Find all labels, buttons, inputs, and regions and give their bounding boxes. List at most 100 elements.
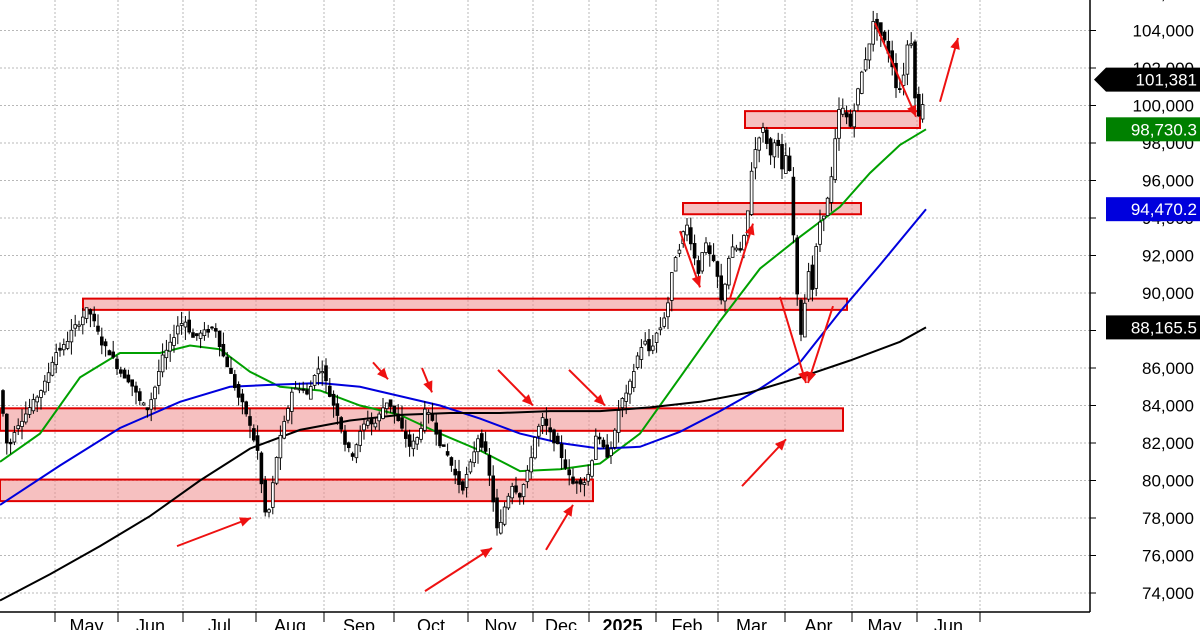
month-label: Feb bbox=[671, 616, 702, 630]
candle-up bbox=[69, 329, 74, 343]
candle-down bbox=[213, 328, 218, 332]
candle-down bbox=[369, 418, 374, 425]
candle-down bbox=[305, 389, 309, 395]
candle-up bbox=[12, 432, 17, 443]
price-tags: 101,381 98,730.3 94,470.2 88,165.5 bbox=[1094, 67, 1200, 340]
candle-down bbox=[259, 452, 264, 485]
candle-up bbox=[803, 302, 807, 338]
annotation-arrow-shaft bbox=[779, 296, 807, 384]
candle-up bbox=[784, 155, 788, 174]
candle-down bbox=[107, 350, 112, 356]
candle-down bbox=[339, 417, 343, 430]
candle-down bbox=[495, 497, 499, 529]
candle-up bbox=[613, 429, 617, 448]
candle-up bbox=[23, 413, 28, 423]
annotation-arrow-head bbox=[480, 548, 492, 559]
candle-down bbox=[917, 93, 921, 117]
candle-down bbox=[248, 416, 252, 426]
month-label: Jul bbox=[208, 616, 231, 630]
y-tick-label: 104,000 bbox=[1133, 22, 1194, 41]
candle-up bbox=[282, 421, 286, 439]
candle-down bbox=[479, 433, 484, 448]
candle-down bbox=[696, 260, 701, 274]
y-tick-label: 80,000 bbox=[1142, 472, 1194, 491]
candle-up bbox=[54, 352, 58, 366]
candle-up bbox=[901, 74, 906, 86]
annotation-arrows bbox=[176, 22, 960, 592]
candle-up bbox=[510, 486, 514, 499]
candle-down bbox=[1, 390, 5, 414]
candle-up bbox=[175, 325, 180, 335]
candle-up bbox=[586, 474, 590, 482]
candle-down bbox=[445, 451, 450, 456]
candle-down bbox=[483, 441, 488, 452]
candle-down bbox=[578, 479, 583, 485]
candle-up bbox=[643, 340, 647, 345]
candle-up bbox=[856, 88, 860, 106]
candle-down bbox=[689, 227, 693, 245]
candle-down bbox=[111, 351, 116, 358]
candle-up bbox=[426, 412, 431, 415]
candle-down bbox=[343, 431, 347, 445]
candle-up bbox=[749, 170, 754, 215]
candle-up bbox=[506, 495, 511, 509]
month-label: Apr bbox=[804, 616, 832, 630]
candle-up bbox=[316, 368, 321, 375]
candle-up bbox=[476, 438, 480, 453]
candle-up bbox=[267, 509, 271, 513]
candle-up bbox=[65, 341, 70, 349]
price-tag-label: 101,381 bbox=[1136, 71, 1197, 90]
candle-up bbox=[540, 417, 545, 426]
candle-down bbox=[396, 413, 400, 422]
y-tick-label: 76,000 bbox=[1142, 547, 1194, 566]
candle-down bbox=[601, 439, 606, 448]
zone-box bbox=[744, 110, 921, 129]
annotation-arrow-head bbox=[950, 38, 960, 50]
candle-down bbox=[453, 468, 457, 476]
candle-down bbox=[210, 326, 214, 329]
candle-up bbox=[422, 408, 427, 431]
price-tag-box bbox=[1094, 67, 1200, 92]
annotation-arrow-head bbox=[423, 380, 433, 393]
candle-up bbox=[502, 506, 507, 525]
candle-down bbox=[137, 391, 142, 401]
candle-down bbox=[236, 384, 241, 398]
candle-up bbox=[909, 43, 913, 46]
candle-down bbox=[392, 405, 397, 414]
candle-down bbox=[5, 413, 9, 444]
annotation-arrow-shaft bbox=[176, 517, 252, 548]
month-label: Dec bbox=[545, 616, 577, 630]
candle-down bbox=[514, 485, 518, 493]
candle-down bbox=[791, 176, 796, 236]
candle-down bbox=[787, 155, 792, 171]
candle-up bbox=[202, 329, 207, 337]
candle-up bbox=[662, 317, 666, 327]
candle-up bbox=[666, 302, 670, 318]
candle-down bbox=[563, 459, 568, 469]
candle-down bbox=[8, 441, 13, 445]
candle-up bbox=[620, 398, 625, 408]
candle-down bbox=[407, 434, 412, 447]
candle-down bbox=[605, 444, 609, 458]
candle-up bbox=[814, 246, 818, 289]
candle-up bbox=[822, 215, 826, 220]
candle-down bbox=[556, 435, 560, 445]
month-label: Aug bbox=[274, 616, 306, 630]
candle-down bbox=[597, 436, 602, 440]
candle-up bbox=[365, 420, 370, 426]
candle-down bbox=[449, 457, 454, 466]
candle-up bbox=[635, 355, 640, 368]
candle-down bbox=[810, 264, 815, 290]
annotation-arrow-head bbox=[563, 504, 573, 517]
moving-average-line bbox=[0, 326, 927, 602]
candle-down bbox=[301, 388, 305, 391]
candle-down bbox=[187, 319, 192, 333]
candle-up bbox=[274, 457, 279, 484]
price-tag-box bbox=[1106, 117, 1200, 142]
candle-up bbox=[320, 371, 324, 374]
candle-down bbox=[244, 401, 249, 415]
candle-down bbox=[122, 369, 127, 379]
candle-up bbox=[153, 386, 157, 400]
candle-up bbox=[685, 224, 689, 236]
candle-up bbox=[867, 43, 872, 61]
